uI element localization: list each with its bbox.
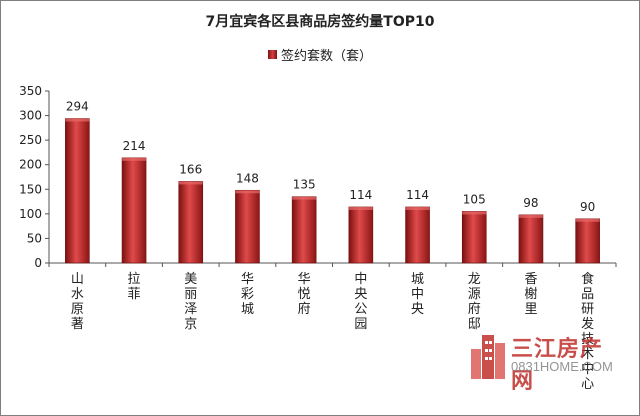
y-tick-label: 300	[19, 109, 42, 123]
category-label: 香榭里	[524, 272, 537, 317]
bar-top-highlight	[348, 206, 373, 210]
data-label: 114	[349, 188, 372, 202]
bar	[291, 196, 317, 264]
data-label: 148	[236, 171, 259, 185]
bar	[461, 211, 487, 264]
bar	[121, 157, 147, 264]
legend-label: 签约套数（套）	[280, 49, 372, 64]
bar-top-highlight	[65, 118, 90, 122]
data-label: 166	[179, 162, 202, 176]
category-label: 山水原著	[71, 272, 84, 332]
category-label: 华悦府	[298, 272, 311, 317]
category-label: 龙源府邸	[468, 272, 481, 332]
chart-legend: 签约套数（套）	[1, 45, 639, 64]
category-label: 食品研发技术中心	[581, 271, 594, 392]
category-label: 美丽泽京	[184, 272, 197, 332]
y-tick-label: 50	[27, 231, 42, 245]
data-label: 214	[123, 139, 146, 153]
category-label: 城中央	[411, 272, 424, 317]
category-label: 中央公园	[354, 272, 367, 332]
y-tick-label: 350	[19, 84, 42, 98]
y-tick-label: 200	[19, 158, 42, 172]
y-tick-label: 0	[34, 256, 42, 270]
bar-top-highlight	[462, 211, 487, 215]
bar	[405, 206, 430, 264]
bar	[178, 181, 204, 264]
chart-title: 7月宜宾各区县商品房签约量TOP10	[205, 14, 435, 30]
data-label: 90	[580, 200, 595, 214]
legend-swatch	[267, 50, 277, 59]
bar-top-highlight	[292, 196, 317, 200]
bar	[575, 218, 600, 264]
data-label: 114	[406, 188, 429, 202]
data-label: 135	[293, 178, 316, 192]
bar-top-highlight	[405, 206, 430, 210]
watermark-text: 三江房产网	[511, 337, 604, 394]
watermark: 三江房产网 0831HOME.COM	[469, 329, 614, 394]
y-tick-label: 100	[19, 207, 42, 221]
data-label: 294	[66, 100, 89, 114]
bar-top-highlight	[122, 157, 147, 161]
bar-top-highlight	[518, 214, 543, 218]
bar-top-highlight	[235, 190, 260, 194]
watermark-url: 0831HOME.COM	[511, 359, 613, 374]
bar	[65, 118, 90, 264]
category-label: 拉菲	[128, 272, 141, 302]
data-label: 98	[523, 196, 538, 210]
watermark-building-icon	[471, 335, 505, 379]
y-tick-label: 150	[19, 182, 42, 196]
bar	[348, 206, 374, 264]
bar-top-highlight	[575, 218, 600, 222]
y-tick-label: 250	[19, 133, 42, 147]
data-label: 105	[463, 192, 486, 206]
bar	[235, 189, 260, 264]
bar-top-highlight	[178, 181, 203, 185]
bar	[518, 214, 544, 264]
category-label: 华彩城	[241, 272, 254, 317]
